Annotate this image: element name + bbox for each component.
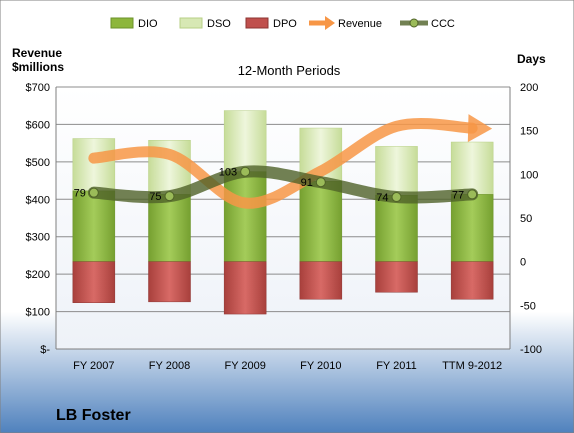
x-tick-label: FY 2008 (149, 360, 190, 372)
dpo-bar (450, 261, 494, 300)
x-tick-label: FY 2007 (73, 360, 114, 372)
legend-label-ccc: CCC (431, 18, 455, 30)
ccc-data-label: 79 (74, 188, 86, 200)
dio-bar (299, 181, 343, 262)
ccc-marker (164, 191, 175, 202)
revenue-line (88, 118, 478, 209)
legend-arrowhead-revenue (325, 16, 335, 30)
right-axis-title: Days (517, 52, 546, 66)
lines: 79 75 103 91 74 77 (74, 114, 493, 209)
bars (72, 110, 494, 315)
dpo-bar (299, 261, 343, 300)
right-tick-label: 150 (520, 126, 538, 138)
left-tick-label: $300 (26, 232, 50, 244)
right-tick-label: 200 (520, 82, 538, 94)
ccc-marker (391, 192, 402, 203)
dso-bar (375, 146, 418, 196)
dso-bar (72, 138, 116, 192)
dso-bar (223, 110, 267, 172)
x-tick-label: FY 2011 (376, 360, 417, 372)
dpo-bar (375, 261, 418, 293)
legend-label-dio: DIO (138, 18, 158, 30)
dpo-bar (223, 261, 267, 315)
legend-swatch-dpo (245, 17, 269, 29)
right-tick-label: 0 (520, 257, 526, 269)
left-tick-label: $100 (26, 307, 50, 319)
ccc-marker (467, 189, 478, 200)
plot-area (56, 87, 510, 349)
legend-label-dso: DSO (207, 18, 231, 30)
x-tick-label: FY 2009 (224, 360, 265, 372)
legend: DIO DSO DPO Revenue CCC (110, 16, 455, 30)
dio-bar (450, 194, 494, 262)
legend-label-revenue: Revenue (338, 18, 382, 30)
dpo-bar (148, 261, 191, 303)
left-axis-title-line1: Revenue (12, 46, 62, 60)
legend-swatch-dso (179, 17, 203, 29)
gridlines (56, 86, 510, 313)
x-tick-label: FY 2010 (300, 360, 341, 372)
left-tick-label: $200 (26, 269, 50, 281)
revenue-arrowhead (467, 114, 493, 143)
right-tick-label: -50 (520, 300, 536, 312)
right-tick-label: -100 (520, 344, 542, 356)
ccc-data-label: 103 (219, 167, 237, 179)
ccc-marker (240, 166, 251, 177)
legend-marker-ccc (409, 18, 419, 28)
right-tick-label: 50 (520, 213, 532, 225)
ccc-data-label: 74 (376, 192, 388, 204)
left-tick-label: $400 (26, 194, 50, 206)
dio-bar (223, 171, 267, 262)
ccc-marker (88, 187, 99, 198)
x-tick-label: TTM 9-2012 (442, 360, 502, 372)
legend-swatch-dio (110, 17, 134, 29)
company-name: LB Foster (56, 407, 131, 424)
chart-title: 12-Month Periods (238, 63, 341, 78)
dio-bar (148, 194, 191, 262)
left-axis-title-line2: $millions (12, 60, 64, 74)
axes: $- $100 $200 $300 $400 $500 $600 $700 -100 -50 0 50… (26, 82, 543, 372)
left-tick-label: $- (40, 344, 50, 356)
ccc-marker (315, 177, 326, 188)
ccc-data-label: 75 (149, 191, 161, 203)
dpo-bar (72, 261, 116, 303)
dio-bar (375, 195, 418, 262)
left-tick-label: $700 (26, 82, 50, 94)
legend-label-dpo: DPO (273, 18, 297, 30)
ccc-data-label: 91 (301, 177, 313, 189)
ccc-data-label: 77 (452, 189, 464, 201)
dso-bar (450, 141, 494, 195)
ccc-line (87, 165, 479, 204)
left-tick-label: $600 (26, 119, 50, 131)
left-tick-label: $500 (26, 157, 50, 169)
dio-bar (72, 190, 116, 262)
right-tick-label: 100 (520, 169, 538, 181)
